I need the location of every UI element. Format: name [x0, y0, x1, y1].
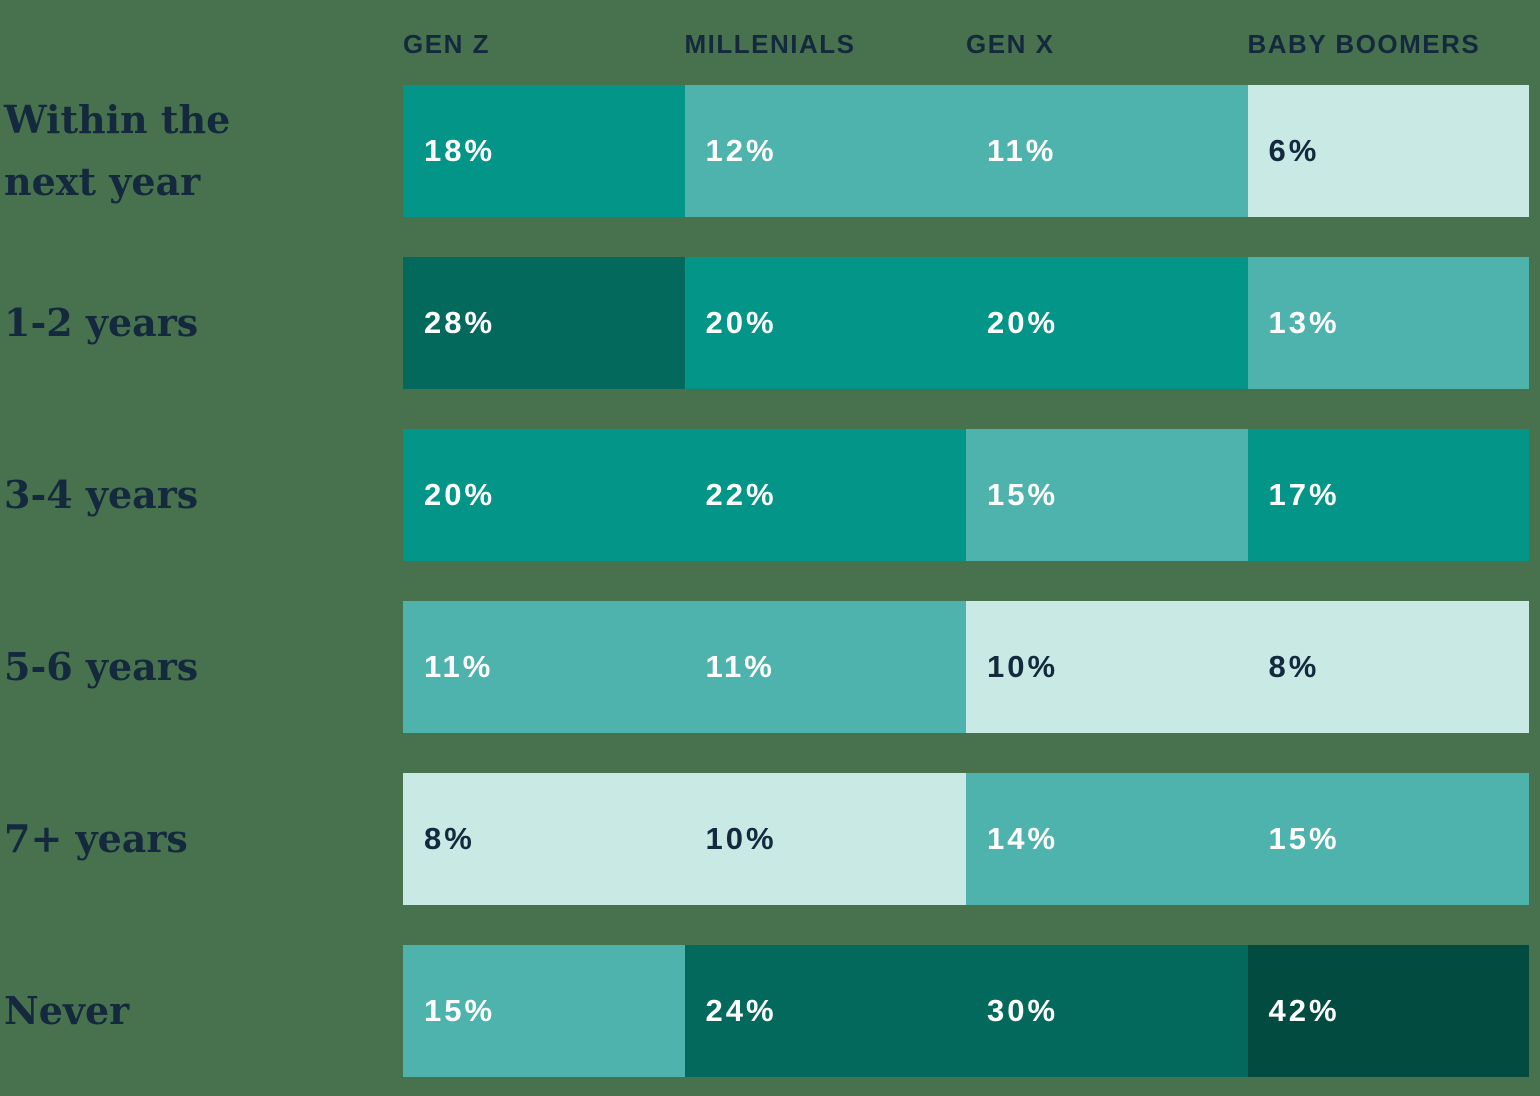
column-headers: GEN Z MILLENIALS GEN X BABY BOOMERS: [403, 30, 1529, 58]
heatmap-rows: Within the next year 18% 12% 11% 6% 1-2 …: [0, 85, 1529, 1096]
cell-value: 28%: [424, 305, 496, 340]
cell-value: 13%: [1268, 305, 1340, 340]
cell-value: 17%: [1268, 477, 1340, 512]
row-label: Within the next year: [4, 97, 231, 204]
table-row-never: Never 15% 24% 30% 42%: [0, 945, 1529, 1077]
heatmap-cell: 20%: [684, 257, 966, 389]
table-row-within-next-year: Within the next year 18% 12% 11% 6%: [0, 85, 1529, 217]
cell-value: 30%: [987, 993, 1059, 1028]
heatmap-cell: 11%: [684, 601, 966, 733]
heatmap-cell: 15%: [966, 429, 1248, 561]
cell-value: 10%: [987, 649, 1059, 684]
heatmap-cell: 28%: [403, 257, 685, 389]
column-header-baby-boomers: BABY BOOMERS: [1247, 29, 1481, 59]
heatmap-cell: 13%: [1247, 257, 1529, 389]
cell-value: 15%: [1268, 821, 1340, 856]
row-label: Never: [4, 988, 130, 1034]
cell-value: 20%: [705, 305, 777, 340]
heatmap-cell: 15%: [1247, 773, 1529, 905]
row-label: 1-2 years: [4, 300, 199, 346]
table-row-3-4-years: 3-4 years 20% 22% 15% 17%: [0, 429, 1529, 561]
row-label: 7+ years: [4, 816, 188, 862]
table-row-1-2-years: 1-2 years 28% 20% 20% 13%: [0, 257, 1529, 389]
cell-value: 11%: [987, 133, 1057, 168]
cell-value: 11%: [424, 649, 494, 684]
cell-value: 20%: [987, 305, 1059, 340]
heatmap-cell: 17%: [1247, 429, 1529, 561]
cell-value: 10%: [705, 821, 777, 856]
column-header-gen-x: GEN X: [966, 29, 1055, 59]
heatmap-cell: 11%: [966, 85, 1248, 217]
heatmap-cell: 10%: [684, 773, 966, 905]
cell-value: 20%: [424, 477, 496, 512]
cell-value: 15%: [424, 993, 496, 1028]
cell-value: 42%: [1268, 993, 1340, 1028]
column-header-gen-z: GEN Z: [403, 29, 490, 59]
cell-value: 6%: [1268, 133, 1320, 168]
heatmap-cell: 12%: [684, 85, 966, 217]
row-label: 5-6 years: [4, 644, 199, 690]
heatmap-cell: 18%: [403, 85, 685, 217]
cell-value: 14%: [987, 821, 1059, 856]
heatmap-cell: 11%: [403, 601, 685, 733]
heatmap-cell: 6%: [1247, 85, 1529, 217]
cell-value: 8%: [424, 821, 475, 856]
cell-value: 12%: [705, 133, 777, 168]
table-row-5-6-years: 5-6 years 11% 11% 10% 8%: [0, 601, 1529, 733]
heatmap-cell: 14%: [966, 773, 1248, 905]
heatmap-cell: 20%: [403, 429, 685, 561]
heatmap-cell: 30%: [966, 945, 1248, 1077]
heatmap-cell: 15%: [403, 945, 685, 1077]
cell-value: 24%: [705, 993, 777, 1028]
cell-value: 22%: [705, 477, 777, 512]
heatmap-cell: 22%: [684, 429, 966, 561]
heatmap-cell: 20%: [966, 257, 1248, 389]
cell-value: 18%: [424, 133, 496, 168]
column-header-millenials: MILLENIALS: [684, 29, 856, 59]
heatmap-cell: 10%: [966, 601, 1248, 733]
table-row-7-plus-years: 7+ years 8% 10% 14% 15%: [0, 773, 1529, 905]
row-label: 3-4 years: [4, 472, 199, 518]
heatmap-cell: 8%: [403, 773, 685, 905]
cell-value: 11%: [705, 649, 775, 684]
heatmap-cell: 42%: [1247, 945, 1529, 1077]
heatmap-cell: 8%: [1247, 601, 1529, 733]
cell-value: 8%: [1268, 649, 1320, 684]
heatmap-cell: 24%: [684, 945, 966, 1077]
cell-value: 15%: [987, 477, 1059, 512]
